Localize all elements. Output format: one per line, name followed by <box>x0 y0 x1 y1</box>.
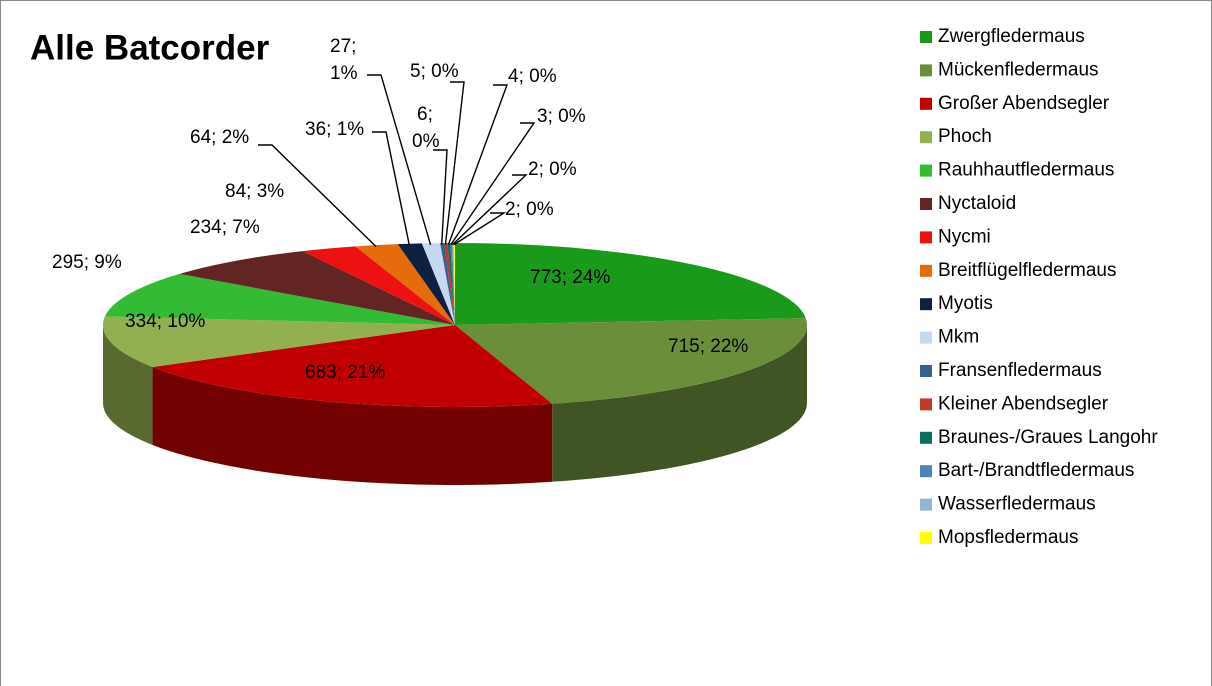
slice <box>179 251 456 325</box>
legend: Zwergfledermaus Mückenfledermaus Großer Ab… <box>920 26 1158 548</box>
data-label: 773; 24% <box>530 267 610 288</box>
slice <box>104 273 455 325</box>
leader-line <box>447 84 509 245</box>
slice <box>397 243 455 325</box>
legend-swatch <box>920 431 932 444</box>
slice-side <box>103 325 153 445</box>
slice <box>444 243 455 325</box>
data-label: 5; 0% <box>410 61 459 82</box>
legend-swatch <box>920 298 932 311</box>
slice <box>302 246 455 325</box>
slice-side <box>152 366 553 485</box>
legend-label: Breitflügelfledermaus <box>938 260 1116 281</box>
data-label: 3; 0% <box>537 106 586 127</box>
slice <box>450 243 455 325</box>
slice <box>102 316 455 367</box>
legend-label: Kleiner Abendsegler <box>938 393 1109 414</box>
legend-swatch <box>920 97 932 110</box>
leader-line <box>258 144 377 248</box>
legend-swatch <box>920 331 932 344</box>
data-label: 715; 22% <box>668 336 748 357</box>
legend-label: Großer Abendsegler <box>938 93 1110 114</box>
leader-line <box>367 74 432 246</box>
data-label: 64; 2% <box>190 127 249 148</box>
slice-side <box>552 325 807 482</box>
legend-swatch <box>920 64 932 77</box>
slice <box>452 243 455 325</box>
legend-swatch <box>920 131 932 144</box>
slice <box>440 243 455 325</box>
slice <box>421 243 455 325</box>
legend-swatch <box>920 465 932 478</box>
legend-swatch <box>920 164 932 177</box>
labels: 773; 24% 715; 22% 683; 21% 334; 10% 295; 9% 2… <box>52 36 748 383</box>
data-label: 683; 21% <box>305 362 385 383</box>
legend-label: Bart-/Brandtfledermaus <box>938 460 1134 481</box>
slice <box>455 318 807 404</box>
data-label: 27; 1% <box>330 36 358 84</box>
data-label: 295; 9% <box>52 252 122 273</box>
legend-swatch <box>920 498 932 511</box>
chart-title: Alle Batcorder <box>30 28 270 67</box>
legend-swatch <box>920 264 932 277</box>
legend-swatch <box>920 198 932 210</box>
data-label: 2; 0% <box>528 159 577 180</box>
data-label: 2; 0% <box>505 199 554 220</box>
legend-label: Braunes-/Graues Langohr <box>938 427 1158 448</box>
legend-swatch <box>920 365 932 377</box>
leader-line <box>453 212 507 246</box>
legend-swatch <box>920 231 932 244</box>
legend-label: Nyctaloid <box>938 193 1016 214</box>
data-label: 6; 0% <box>412 104 440 152</box>
legend-label: Fransenfledermaus <box>938 360 1102 381</box>
data-label: 4; 0% <box>508 66 557 87</box>
slice <box>455 243 806 325</box>
data-label: 84; 3% <box>225 181 284 202</box>
leader-line <box>450 122 536 246</box>
leader-line <box>452 174 528 246</box>
leader-line <box>444 81 465 245</box>
slice <box>447 243 455 325</box>
legend-label: Nycmi <box>938 226 991 247</box>
slice <box>152 325 553 407</box>
data-label: 234; 7% <box>190 217 260 238</box>
legend-label: Mückenfledermaus <box>938 59 1099 80</box>
legend-label: Zwergfledermaus <box>938 26 1085 47</box>
data-label: 36; 1% <box>305 119 364 140</box>
leader-line <box>433 149 448 245</box>
legend-label: Rauhhautfledermaus <box>938 160 1114 181</box>
legend-swatch <box>920 31 932 43</box>
legend-label: Mkm <box>938 327 979 348</box>
pie <box>102 243 807 485</box>
slice <box>453 243 455 325</box>
slice <box>355 244 455 325</box>
data-label: 334; 10% <box>125 311 205 332</box>
leader-line <box>372 131 411 246</box>
legend-label: Mopsfledermaus <box>938 527 1078 548</box>
legend-swatch <box>920 398 932 411</box>
legend-label: Myotis <box>938 293 993 314</box>
legend-swatch <box>920 532 932 544</box>
legend-label: Wasserfledermaus <box>938 494 1096 515</box>
legend-label: Phoch <box>938 126 992 147</box>
